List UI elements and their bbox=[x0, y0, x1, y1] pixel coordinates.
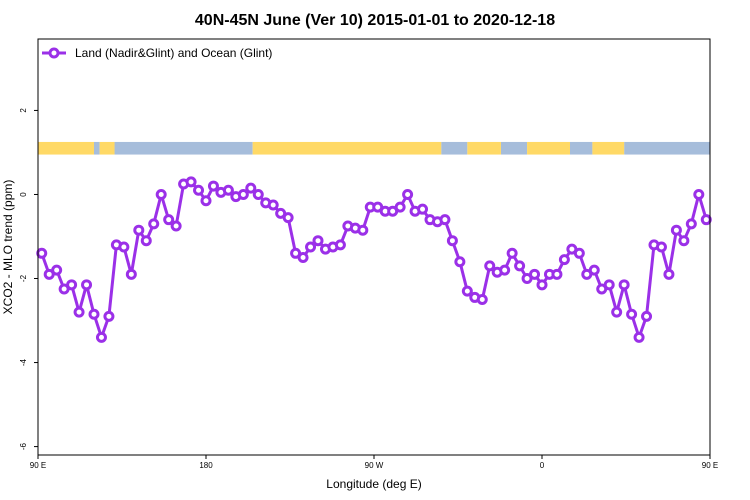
data-point bbox=[81, 279, 93, 291]
data-point bbox=[603, 279, 615, 291]
data-point bbox=[536, 279, 548, 291]
data-point bbox=[237, 188, 249, 200]
data-point bbox=[394, 201, 406, 213]
data-point bbox=[670, 224, 682, 236]
land-segment bbox=[592, 141, 625, 155]
data-point bbox=[118, 241, 130, 253]
data-point bbox=[626, 308, 638, 320]
land-segment bbox=[527, 141, 570, 155]
data-point bbox=[618, 279, 630, 291]
legend: Land (Nadir&Glint) and Ocean (Glint) bbox=[42, 46, 272, 60]
data-point bbox=[641, 310, 653, 322]
data-point bbox=[95, 331, 107, 343]
data-point bbox=[267, 199, 279, 211]
data-point bbox=[461, 285, 473, 297]
ocean-segment bbox=[570, 141, 593, 155]
legend-entry: Land (Nadir&Glint) and Ocean (Glint) bbox=[75, 46, 272, 60]
data-point bbox=[200, 195, 212, 207]
data-point bbox=[439, 214, 451, 226]
land-segment bbox=[252, 141, 442, 155]
data-point bbox=[73, 306, 85, 318]
x-tick-label: 90 E bbox=[30, 461, 46, 470]
data-point bbox=[678, 235, 690, 247]
ocean-segment bbox=[94, 141, 100, 155]
data-point bbox=[529, 268, 541, 280]
legend-marker bbox=[48, 47, 60, 59]
land-ocean-strip bbox=[38, 141, 710, 155]
data-point bbox=[193, 184, 205, 196]
data-point bbox=[282, 212, 294, 224]
data-point bbox=[514, 260, 526, 272]
data-point bbox=[573, 247, 585, 259]
data-point bbox=[36, 247, 48, 259]
data-point bbox=[476, 294, 488, 306]
data-point bbox=[312, 235, 324, 247]
data-point bbox=[588, 264, 600, 276]
data-point bbox=[148, 218, 160, 230]
y-tick-label: -6 bbox=[19, 442, 28, 450]
data-point bbox=[185, 176, 197, 188]
data-point bbox=[222, 184, 234, 196]
data-point bbox=[454, 256, 466, 268]
data-point bbox=[125, 268, 137, 280]
ocean-segment bbox=[441, 141, 468, 155]
data-point bbox=[170, 220, 182, 232]
land-segment bbox=[467, 141, 501, 155]
data-point bbox=[446, 235, 458, 247]
x-axis: 90 E 180 90 W 0 90 E bbox=[30, 455, 718, 470]
y-tick-label: 2 bbox=[19, 108, 28, 113]
data-point bbox=[611, 306, 623, 318]
data-point bbox=[663, 268, 675, 280]
ocean-segment bbox=[624, 141, 710, 155]
data-point bbox=[685, 218, 697, 230]
y-tick-label: -4 bbox=[19, 358, 28, 366]
y-tick-label: 0 bbox=[19, 192, 28, 197]
data-point bbox=[417, 203, 429, 215]
data-point bbox=[402, 188, 414, 200]
data-point bbox=[357, 224, 369, 236]
data-point bbox=[155, 188, 167, 200]
data-point bbox=[305, 241, 317, 253]
land-segment bbox=[99, 141, 115, 155]
y-tick-label: -2 bbox=[19, 274, 28, 282]
land-segment bbox=[38, 141, 94, 155]
data-point bbox=[655, 241, 667, 253]
data-point bbox=[163, 214, 175, 226]
series-layer bbox=[36, 176, 712, 343]
data-point bbox=[700, 214, 712, 226]
data-point bbox=[297, 252, 309, 264]
data-point bbox=[245, 182, 257, 194]
x-tick-label: 0 bbox=[540, 461, 545, 470]
x-tick-label: 90 E bbox=[702, 461, 718, 470]
data-point bbox=[551, 268, 563, 280]
x-axis-label: Longitude (deg E) bbox=[326, 477, 421, 491]
data-point bbox=[103, 310, 115, 322]
data-point bbox=[334, 239, 346, 251]
data-point bbox=[484, 260, 496, 272]
data-point bbox=[558, 254, 570, 266]
data-point bbox=[133, 224, 145, 236]
data-point bbox=[88, 308, 100, 320]
data-point bbox=[207, 180, 219, 192]
y-axis-label: XCO2 - MLO trend (ppm) bbox=[1, 180, 15, 315]
data-point bbox=[252, 188, 264, 200]
data-point bbox=[66, 279, 78, 291]
x-tick-label: 90 W bbox=[365, 461, 384, 470]
y-axis: -6 -4 -2 0 2 bbox=[19, 108, 38, 450]
data-point bbox=[693, 188, 705, 200]
data-point bbox=[499, 264, 511, 276]
data-point bbox=[633, 331, 645, 343]
data-point bbox=[51, 264, 63, 276]
ocean-segment bbox=[114, 141, 253, 155]
chart-title: 40N-45N June (Ver 10) 2015-01-01 to 2020… bbox=[195, 12, 555, 29]
x-tick-label: 180 bbox=[199, 461, 213, 470]
data-point bbox=[140, 235, 152, 247]
ocean-segment bbox=[500, 141, 528, 155]
data-point bbox=[506, 247, 518, 259]
plot-frame bbox=[37, 38, 711, 456]
